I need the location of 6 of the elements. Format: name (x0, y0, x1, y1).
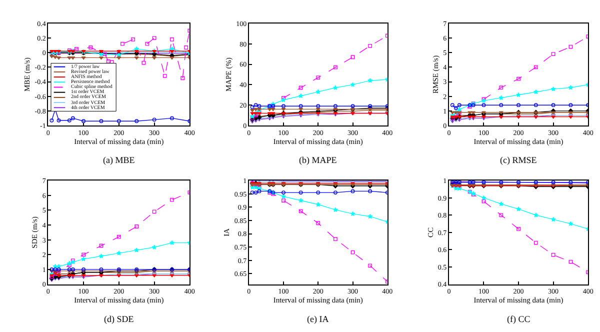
text: (b) MAPE (299, 155, 338, 165)
text: (e) IA (307, 314, 330, 324)
text: (c) RMSE (500, 155, 538, 165)
text: (d) SDE (104, 314, 134, 324)
text: (a) MBE (103, 155, 136, 165)
text: (f) CC (507, 314, 530, 324)
